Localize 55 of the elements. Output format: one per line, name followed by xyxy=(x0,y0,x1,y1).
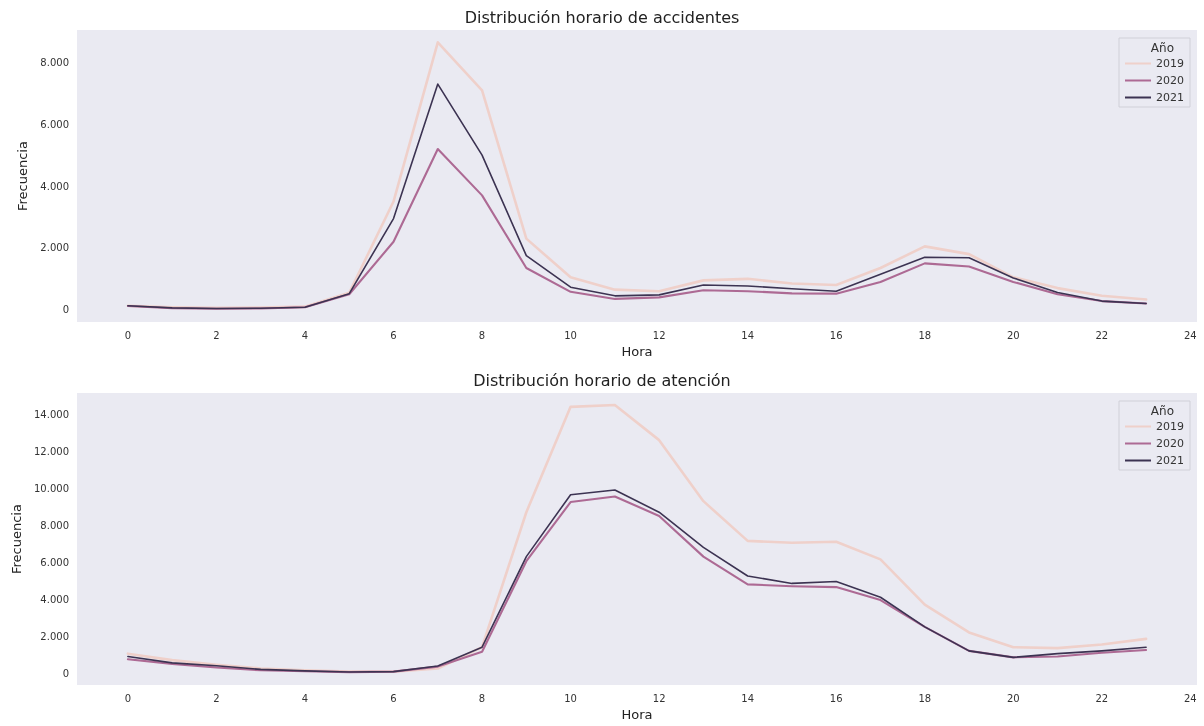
legend-label: 2021 xyxy=(1156,91,1185,104)
x-tick-label: 14 xyxy=(741,692,755,704)
x-tick-label: 4 xyxy=(301,329,309,341)
y-axis-title: Frecuencia xyxy=(15,141,30,212)
line-series xyxy=(126,147,1148,310)
y-tick-label: 12.000 xyxy=(34,445,69,457)
y-tick-label: 2.000 xyxy=(40,242,69,254)
y-tick-label: 8.000 xyxy=(40,56,69,68)
x-tick-label: 0 xyxy=(124,692,132,704)
x-tick-label: 6 xyxy=(390,329,397,341)
x-tick-label: 12 xyxy=(652,692,666,704)
y-axis-title: Frecuencia xyxy=(9,504,25,575)
y-tick-label: 0 xyxy=(62,667,69,679)
y-tick-label: 10.000 xyxy=(34,482,69,494)
x-tick-label: 22 xyxy=(1095,692,1109,704)
x-tick-label: 22 xyxy=(1095,329,1109,341)
x-tick-label: 20 xyxy=(1006,692,1020,704)
legend-label: 2021 xyxy=(1156,454,1185,467)
y-tick-label: 4.000 xyxy=(40,180,69,192)
y-tick-label: 8.000 xyxy=(40,519,69,531)
y-tick-label: 4.000 xyxy=(40,593,69,605)
legend-label: 2019 xyxy=(1156,420,1185,433)
legend-label: 2020 xyxy=(1156,74,1185,87)
x-tick-label: 18 xyxy=(918,329,932,341)
legend-label: 2019 xyxy=(1156,57,1185,70)
legend-label: 2020 xyxy=(1156,437,1185,450)
x-tick-label: 6 xyxy=(390,692,397,704)
x-tick-label: 0 xyxy=(124,329,132,341)
x-axis-title: Hora xyxy=(621,344,653,359)
y-tick-label: 6.000 xyxy=(40,118,69,130)
chart-title: Distribución horario de accidentes xyxy=(464,7,740,27)
chart-title: Distribución horario de atención xyxy=(473,370,731,390)
x-axis-title: Hora xyxy=(621,707,653,722)
x-tick-label: 16 xyxy=(829,329,843,341)
x-tick-label: 4 xyxy=(301,692,309,704)
x-tick-label: 16 xyxy=(829,692,843,704)
legend-title: Año xyxy=(1150,41,1174,55)
line-series xyxy=(127,83,1147,310)
x-tick-label: 10 xyxy=(564,329,577,341)
x-tick-label: 18 xyxy=(918,692,932,704)
x-tick-label: 8 xyxy=(478,692,486,704)
y-tick-label: 6.000 xyxy=(40,556,69,568)
x-tick-label: 8 xyxy=(478,329,486,341)
x-tick-label: 2 xyxy=(213,329,220,341)
y-tick-label: 0 xyxy=(62,304,69,316)
legend-title: Año xyxy=(1150,404,1174,418)
x-tick-label: 24 xyxy=(1183,692,1197,704)
x-tick-label: 10 xyxy=(564,692,577,704)
y-tick-label: 2.000 xyxy=(40,630,69,642)
x-tick-label: 24 xyxy=(1183,329,1197,341)
x-tick-label: 2 xyxy=(213,692,220,704)
x-tick-label: 12 xyxy=(652,329,666,341)
y-tick-label: 14.000 xyxy=(34,408,69,420)
x-tick-label: 14 xyxy=(741,329,755,341)
x-tick-label: 20 xyxy=(1006,329,1020,341)
